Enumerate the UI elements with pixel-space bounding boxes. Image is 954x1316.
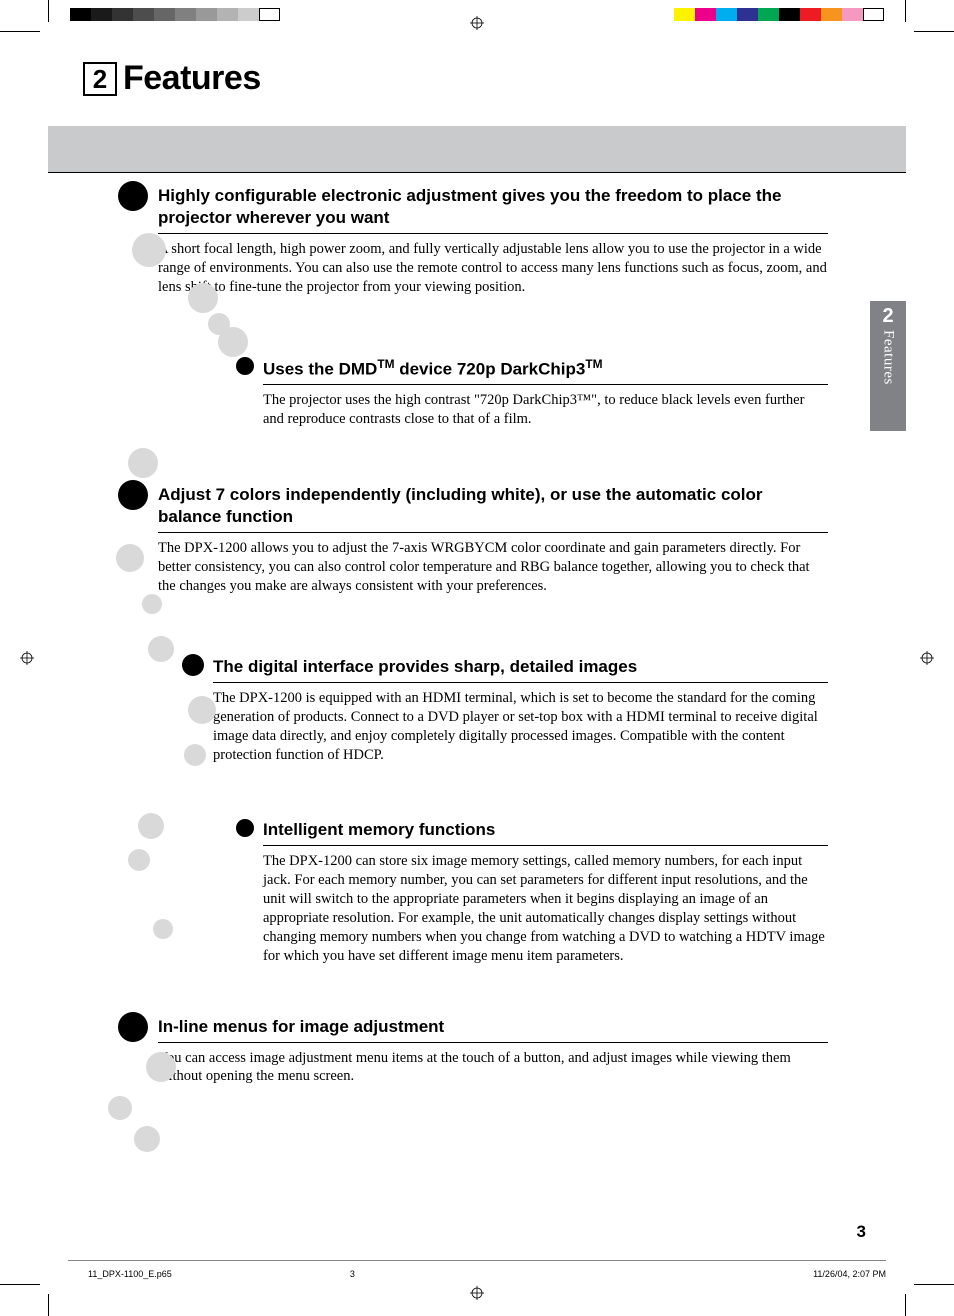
crop-mark bbox=[0, 31, 40, 32]
bubble-icon bbox=[188, 283, 218, 313]
bubble-icon bbox=[108, 1096, 132, 1120]
bubble-icon bbox=[134, 1126, 160, 1152]
heading-underline bbox=[263, 384, 828, 385]
feature-heading: In-line menus for image adjustment bbox=[158, 1016, 828, 1038]
footer-sheet: 3 bbox=[350, 1269, 355, 1279]
feature-body: The DPX-1200 can store six image memory … bbox=[263, 852, 828, 965]
feature-block: Uses the DMDTM device 720p DarkChip3TM T… bbox=[108, 357, 828, 429]
feature-block: Adjust 7 colors independently (including… bbox=[108, 484, 828, 596]
bubble-icon bbox=[142, 594, 162, 614]
feature-heading: The digital interface provides sharp, de… bbox=[213, 656, 828, 678]
bullet-icon bbox=[118, 1012, 148, 1042]
swatch bbox=[716, 8, 737, 21]
crop-mark bbox=[48, 1294, 49, 1316]
swatch bbox=[91, 8, 112, 21]
heading-text: device 720p DarkChip3 bbox=[394, 359, 585, 378]
bubble-icon bbox=[128, 448, 158, 478]
swatch bbox=[259, 8, 280, 21]
feature-body: The projector uses the high contrast "72… bbox=[263, 391, 828, 429]
heading-underline bbox=[158, 532, 828, 533]
bubble-icon bbox=[184, 744, 206, 766]
bubble-icon bbox=[146, 1052, 176, 1082]
heading-text: Uses the DMD bbox=[263, 359, 377, 378]
bubble-icon bbox=[218, 327, 248, 357]
crop-mark bbox=[914, 31, 954, 32]
side-tab-label: Features bbox=[880, 330, 897, 385]
bullet-icon bbox=[182, 654, 204, 676]
swatch bbox=[674, 8, 695, 21]
feature-body: A short focal length, high power zoom, a… bbox=[158, 240, 828, 297]
feature-heading: Adjust 7 colors independently (including… bbox=[158, 484, 828, 528]
feature-body: You can access image adjustment menu ite… bbox=[158, 1049, 828, 1087]
footer-meta: 11_DPX-1100_E.p65 3 11/26/04, 2:07 PM bbox=[68, 1260, 886, 1279]
swatch bbox=[238, 8, 259, 21]
page-title: 2 Features bbox=[83, 59, 261, 98]
side-tab-number: 2 bbox=[882, 305, 893, 328]
bubble-icon bbox=[128, 849, 150, 871]
registration-mark-icon bbox=[470, 1286, 484, 1300]
feature-heading: Intelligent memory functions bbox=[263, 819, 828, 841]
footer-filename: 11_DPX-1100_E.p65 bbox=[88, 1269, 172, 1279]
swatch bbox=[737, 8, 758, 21]
feature-block: In-line menus for image adjustment You c… bbox=[108, 1016, 828, 1087]
registration-mark-icon bbox=[470, 16, 484, 30]
content-area: Highly configurable electronic adjustmen… bbox=[108, 185, 828, 1136]
bubble-icon bbox=[188, 696, 216, 724]
page-number: 3 bbox=[68, 1222, 866, 1242]
heading-underline bbox=[158, 1042, 828, 1043]
heading-underline bbox=[213, 682, 828, 683]
swatch bbox=[821, 8, 842, 21]
swatch bbox=[863, 8, 884, 21]
trademark-icon: TM bbox=[585, 357, 602, 371]
swatch bbox=[800, 8, 821, 21]
heading-underline bbox=[158, 233, 828, 234]
feature-block: Intelligent memory functions The DPX-120… bbox=[108, 819, 828, 965]
footer-timestamp: 11/26/04, 2:07 PM bbox=[813, 1269, 886, 1279]
trademark-icon: TM bbox=[377, 357, 394, 371]
swatch bbox=[842, 8, 863, 21]
crop-mark bbox=[905, 1294, 906, 1316]
swatch bbox=[779, 8, 800, 21]
crop-mark bbox=[905, 0, 906, 22]
heading-underline bbox=[263, 845, 828, 846]
swatch bbox=[133, 8, 154, 21]
header-band bbox=[48, 126, 906, 173]
registration-mark-icon bbox=[20, 651, 34, 665]
feature-heading: Highly configurable electronic adjustmen… bbox=[158, 185, 828, 229]
crop-mark bbox=[0, 1284, 40, 1285]
bullet-icon bbox=[236, 819, 254, 837]
side-tab: 2 Features bbox=[870, 301, 906, 431]
color-colorbar bbox=[674, 8, 884, 21]
bullet-icon bbox=[118, 181, 148, 211]
bubble-icon bbox=[138, 813, 164, 839]
registration-mark-icon bbox=[920, 651, 934, 665]
swatch bbox=[758, 8, 779, 21]
swatch bbox=[196, 8, 217, 21]
feature-body: The DPX-1200 allows you to adjust the 7-… bbox=[158, 539, 828, 596]
bubble-icon bbox=[116, 544, 144, 572]
chapter-title: Features bbox=[123, 59, 261, 98]
swatch bbox=[70, 8, 91, 21]
feature-block: The digital interface provides sharp, de… bbox=[108, 656, 828, 764]
crop-mark bbox=[48, 0, 49, 22]
chapter-number-box: 2 bbox=[83, 62, 117, 96]
page-frame: 2 Features 2 Features Highly configurabl… bbox=[48, 31, 906, 1285]
swatch bbox=[695, 8, 716, 21]
bubble-icon bbox=[153, 919, 173, 939]
crop-mark bbox=[914, 1284, 954, 1285]
swatch bbox=[154, 8, 175, 21]
bullet-icon bbox=[118, 480, 148, 510]
feature-body: The DPX-1200 is equipped with an HDMI te… bbox=[213, 689, 828, 764]
chapter-number: 2 bbox=[93, 66, 107, 92]
grayscale-colorbar bbox=[70, 8, 280, 21]
feature-heading: Uses the DMDTM device 720p DarkChip3TM bbox=[263, 357, 828, 381]
bubble-icon bbox=[132, 233, 166, 267]
feature-block: Highly configurable electronic adjustmen… bbox=[108, 185, 828, 297]
page-footer: 3 11_DPX-1100_E.p65 3 11/26/04, 2:07 PM bbox=[48, 1222, 906, 1285]
swatch bbox=[217, 8, 238, 21]
swatch bbox=[112, 8, 133, 21]
bubble-icon bbox=[148, 636, 174, 662]
bullet-icon bbox=[236, 357, 254, 375]
swatch bbox=[175, 8, 196, 21]
